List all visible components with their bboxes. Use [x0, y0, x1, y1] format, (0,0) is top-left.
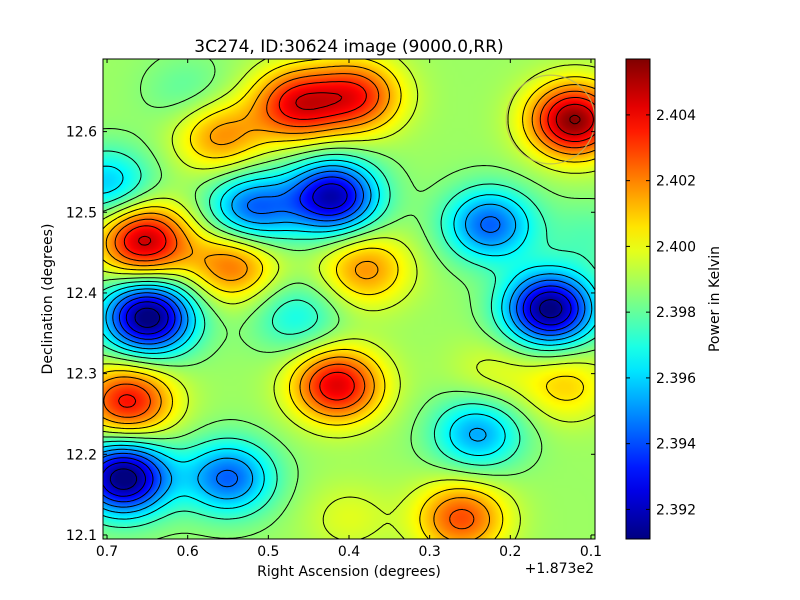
y-axis-label: Declination (degrees) — [40, 224, 56, 375]
contour-level-7 — [103, 59, 595, 539]
x-tick-label: 0.7 — [96, 544, 118, 560]
colorbar-frame — [625, 58, 651, 540]
colorbar-label: Power in Kelvin — [707, 246, 723, 352]
y-tick-label: 12.3 — [66, 367, 97, 383]
x-axis: 0.7 0.6 0.5 0.4 0.3 0.2 0.1 — [96, 59, 602, 560]
contour-level-0 — [109, 299, 563, 490]
y-tick-label: 12.2 — [66, 447, 97, 463]
contour-level-2 — [103, 176, 579, 503]
heatmap-image — [103, 59, 595, 539]
colorbar-tick-label: 2.402 — [656, 174, 696, 190]
contour-level-13 — [138, 92, 594, 246]
contour-level-1 — [103, 183, 572, 497]
contour-level-9 — [103, 59, 595, 539]
colorbar: 2.392 2.394 2.396 2.398 2.400 2.402 2.404 Powe… — [625, 58, 723, 540]
contour-layer — [103, 59, 595, 539]
chart-title: 3C274, ID:30624 image (9000.0,RR) — [194, 37, 503, 57]
x-tick-label: 0.6 — [177, 544, 199, 560]
x-tick-label: 0.3 — [419, 544, 441, 560]
colorbar-tick-label: 2.400 — [656, 239, 696, 255]
beam-marker — [505, 74, 595, 165]
contour-level-3 — [103, 170, 586, 508]
colorbar-tick-label: 2.398 — [656, 305, 696, 321]
colorbar-tick-label: 2.392 — [656, 502, 696, 518]
colorbar-tick-label: 2.404 — [656, 108, 696, 124]
x-offset-label: +1.873e2 — [525, 561, 594, 577]
y-tick-label: 12.1 — [66, 528, 97, 544]
y-axis: 12.1 12.2 12.3 12.4 12.5 12.6 — [66, 125, 595, 544]
contour-level-14 — [569, 114, 581, 125]
plot-area — [102, 58, 596, 540]
x-tick-label: 0.1 — [580, 544, 602, 560]
x-tick-label: 0.4 — [338, 544, 360, 560]
y-tick-label: 12.6 — [66, 125, 97, 141]
contour-level-12 — [118, 81, 595, 408]
contour-level-5 — [103, 159, 595, 520]
contour-level-10 — [103, 65, 595, 539]
contour-level-8 — [103, 59, 595, 539]
x-tick-label: 0.5 — [257, 544, 279, 560]
contour-level-6 — [103, 150, 595, 528]
x-axis-label: Right Ascension (degrees) — [257, 564, 441, 580]
colorbar-tick-label: 2.394 — [656, 437, 696, 453]
colorbar-ticks: 2.392 2.394 2.396 2.398 2.400 2.402 2.404 — [626, 108, 696, 518]
x-tick-label: 0.2 — [499, 544, 521, 560]
colorbar-tick-label: 2.396 — [656, 371, 696, 387]
contour-level-11 — [103, 73, 595, 530]
contour-level-4 — [103, 165, 593, 514]
y-tick-label: 12.4 — [66, 286, 97, 302]
colorbar-gradient — [626, 59, 650, 539]
y-tick-label: 12.5 — [66, 205, 97, 221]
